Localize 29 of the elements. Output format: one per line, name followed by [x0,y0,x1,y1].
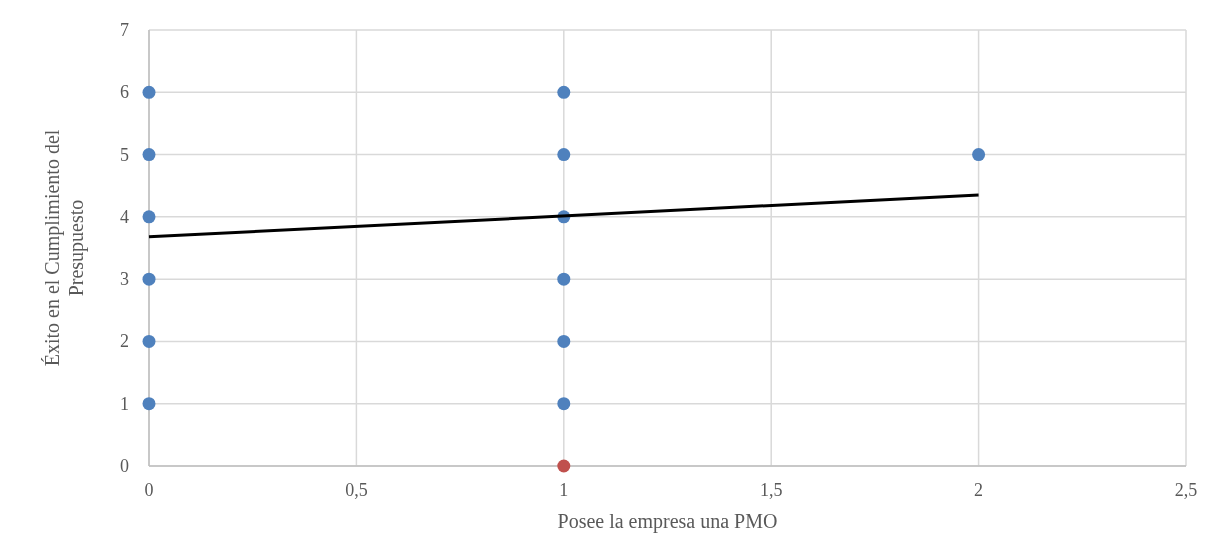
x-tick-label: 1 [559,480,569,500]
point [142,397,156,411]
y-tick-label: 5 [120,144,129,165]
point [557,459,571,473]
point [557,85,571,99]
point [557,397,571,411]
point [557,334,571,348]
y-tick-label: 6 [120,82,129,103]
point [142,334,156,348]
y-tick-label: 2 [120,331,129,352]
y-axis-title: Éxito en el Cumplimiento del Presupuesto [41,129,88,367]
point [557,272,571,286]
x-tick-label: 2,5 [1174,480,1198,500]
point [142,272,156,286]
x-tick-label: 0,5 [345,480,368,500]
x-tick-label: 0 [144,480,154,500]
y-tick-label: 3 [120,269,129,290]
x-tick-label: 2 [974,480,984,500]
x-axis-title: Posee la empresa una PMO [557,510,778,533]
point [142,85,156,99]
point [972,148,986,162]
y-tick-label: 7 [120,20,129,40]
point [142,148,156,162]
y-tick-label: 0 [120,456,129,476]
point [557,148,571,162]
x-tick-label: 1,5 [759,480,783,500]
point [142,210,156,224]
y-tick-label: 1 [120,393,129,414]
y-tick-label: 4 [120,206,129,227]
